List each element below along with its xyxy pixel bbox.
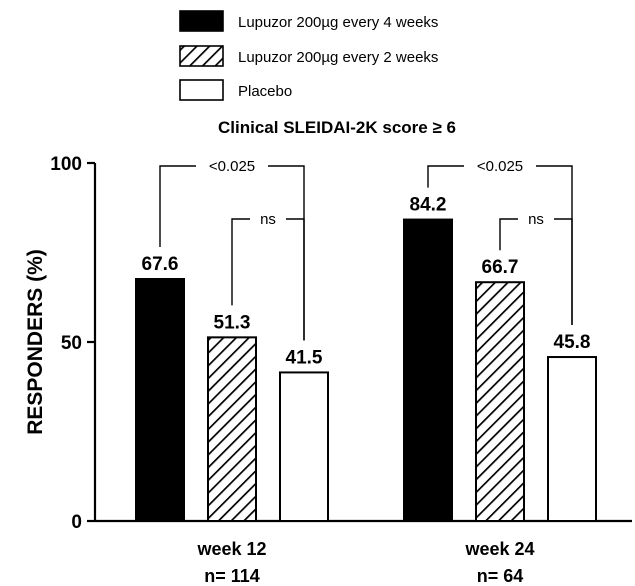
x-axis-labels: week 12 n= 114 week 24 n= 64 <box>196 539 534 586</box>
data-label-1-3: 41.5 <box>286 347 323 368</box>
significance-annotations: <0.025 ns <0.025 ns <box>159 158 573 341</box>
legend-label-1: Lupuzor 200µg every 4 weeks <box>238 14 438 31</box>
legend-swatch-2 <box>179 45 224 67</box>
significance-label-3: <0.025 <box>477 158 523 175</box>
y-tick-label-0: 0 <box>71 512 82 533</box>
legend-label-3: Placebo <box>238 83 292 100</box>
data-label-2-2: 66.7 <box>482 257 519 278</box>
y-tick-label-2: 100 <box>50 154 82 175</box>
legend-label-2: Lupuzor 200µg every 2 weeks <box>238 49 438 66</box>
significance-bracket-2 <box>231 218 305 341</box>
chart-title: Clinical SLEIDAI-2K score ≥ 6 <box>218 118 456 137</box>
legend-swatch-3 <box>179 79 224 101</box>
legend: Lupuzor 200µg every 4 weeks Lupuzor 200µg… <box>179 10 438 101</box>
bar-2-1 <box>403 218 453 522</box>
category-label-2: week 24 <box>464 539 534 559</box>
data-label-1-1: 67.6 <box>142 254 179 275</box>
category-sublabel-1: n= 114 <box>204 566 260 586</box>
significance-bracket-4 <box>499 218 573 326</box>
data-label-1-2: 51.3 <box>214 312 251 333</box>
data-label-2-1: 84.2 <box>410 195 447 216</box>
bar-1-2 <box>207 336 257 523</box>
significance-label-4: ns <box>528 211 544 228</box>
category-sublabel-2: n= 64 <box>477 566 524 586</box>
bars: 67.6 51.3 41.5 84.2 66.7 45.8 <box>135 195 597 523</box>
bar-1-3 <box>279 371 329 522</box>
y-tick-label-1: 50 <box>61 333 82 354</box>
legend-swatch-1 <box>179 10 224 32</box>
bar-2-3 <box>547 356 597 523</box>
significance-label-2: ns <box>260 211 276 228</box>
bar-2-2 <box>475 281 525 522</box>
category-label-1: week 12 <box>196 539 266 559</box>
y-axis-label: RESPONDERS (%) <box>24 249 47 435</box>
significance-label-1: <0.025 <box>209 158 255 175</box>
data-label-2-3: 45.8 <box>554 332 591 353</box>
bar-1-1 <box>135 277 185 522</box>
